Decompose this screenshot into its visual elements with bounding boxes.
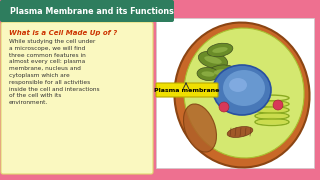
FancyBboxPatch shape xyxy=(1,22,153,174)
FancyBboxPatch shape xyxy=(156,18,314,168)
Text: While studying the cell under
a microscope, we will find
three common features i: While studying the cell under a microsco… xyxy=(9,39,100,105)
Ellipse shape xyxy=(227,127,253,137)
Ellipse shape xyxy=(197,68,219,80)
Text: Plasma Membrane and its Functions: Plasma Membrane and its Functions xyxy=(10,6,174,15)
Ellipse shape xyxy=(174,22,309,167)
Ellipse shape xyxy=(198,51,228,69)
Ellipse shape xyxy=(223,70,265,106)
FancyBboxPatch shape xyxy=(156,83,218,97)
FancyBboxPatch shape xyxy=(0,0,174,22)
Ellipse shape xyxy=(201,71,215,77)
Ellipse shape xyxy=(204,56,222,64)
Text: What is a Cell Made Up of ?: What is a Cell Made Up of ? xyxy=(9,30,117,36)
Ellipse shape xyxy=(229,78,247,92)
Ellipse shape xyxy=(214,69,230,75)
Ellipse shape xyxy=(212,47,228,53)
Ellipse shape xyxy=(184,28,304,158)
Ellipse shape xyxy=(207,43,233,57)
Ellipse shape xyxy=(256,114,288,118)
Ellipse shape xyxy=(256,120,288,125)
Ellipse shape xyxy=(256,102,288,107)
Ellipse shape xyxy=(213,65,271,115)
Text: Plasma membrane: Plasma membrane xyxy=(154,87,220,93)
Ellipse shape xyxy=(208,65,236,79)
Ellipse shape xyxy=(183,104,217,152)
Ellipse shape xyxy=(256,107,288,112)
Circle shape xyxy=(219,102,229,112)
Circle shape xyxy=(273,100,283,110)
